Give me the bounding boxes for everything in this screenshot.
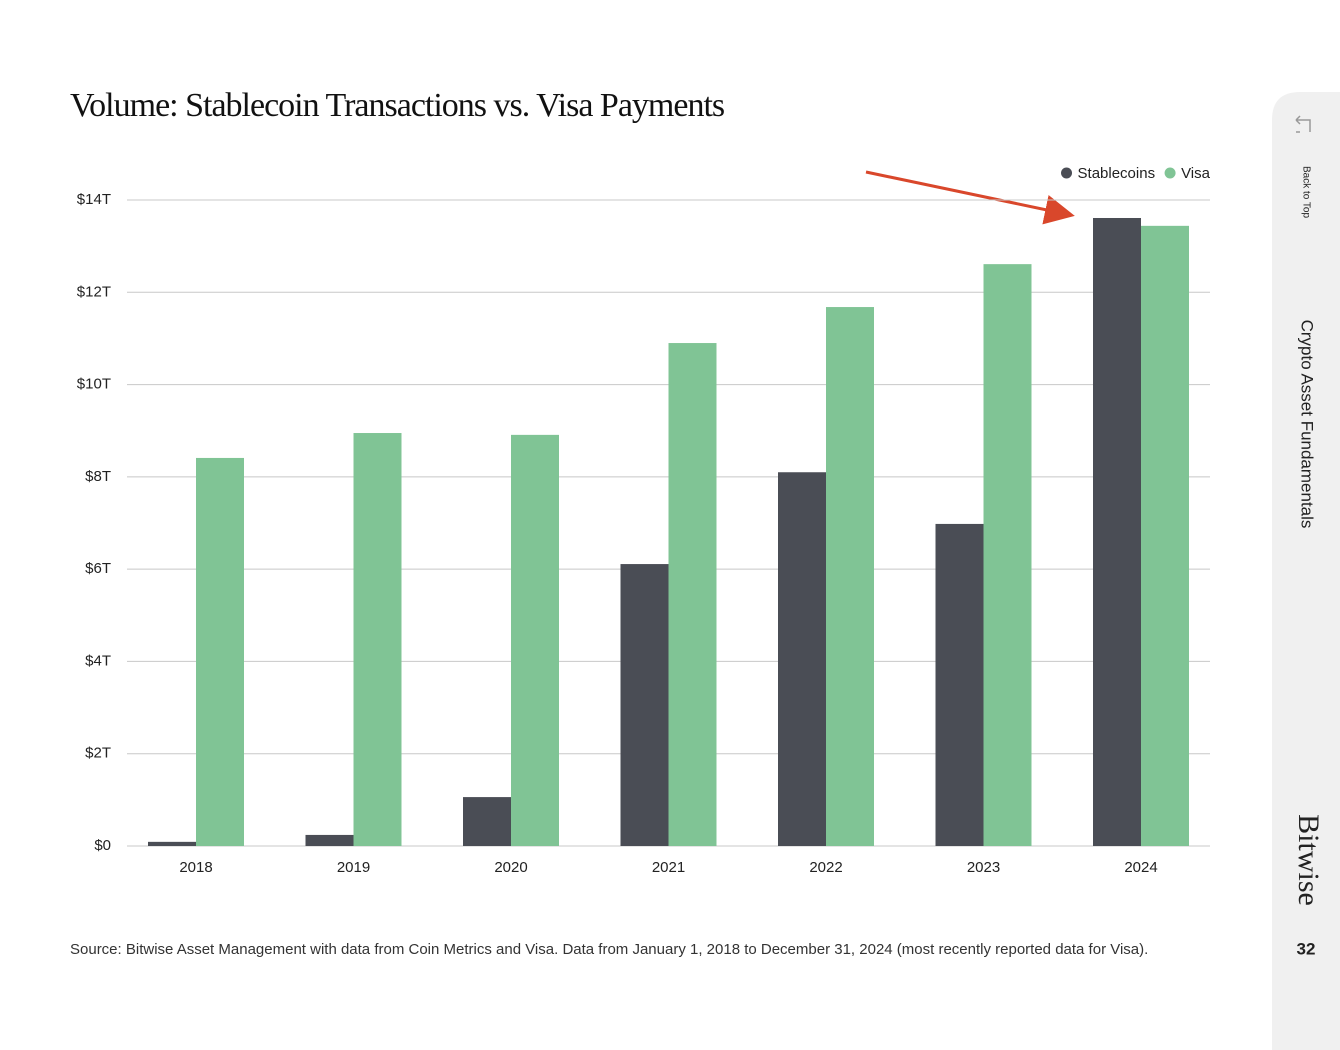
page-number: 32 — [1297, 939, 1316, 958]
y-tick-label: $10T — [77, 376, 111, 393]
legend-label: Stablecoins — [1078, 165, 1156, 182]
x-tick-label: 2024 — [1124, 859, 1157, 876]
bar — [196, 457, 244, 846]
chart-title: Volume: Stablecoin Transactions vs. Visa… — [70, 87, 724, 124]
bar — [511, 434, 559, 846]
brand: Bitwise — [1292, 814, 1325, 906]
legend-swatch — [1061, 167, 1073, 179]
y-tick-label: $12T — [77, 283, 111, 300]
y-tick-label: $0 — [94, 837, 111, 854]
bar — [826, 307, 874, 847]
bar — [935, 523, 984, 846]
x-tick-label: 2023 — [967, 859, 1000, 876]
x-tick-label: 2019 — [337, 859, 370, 876]
x-tick-label: 2020 — [494, 859, 527, 876]
bar — [305, 834, 354, 846]
bar — [353, 433, 402, 846]
bar — [668, 343, 717, 846]
y-tick-label: $6T — [85, 560, 111, 577]
legend-swatch — [1164, 167, 1176, 179]
back-to-top[interactable]: Back to Top — [1300, 166, 1311, 219]
bar — [983, 264, 1032, 847]
annotation-arrow — [865, 170, 1075, 225]
bar — [620, 564, 669, 846]
bar — [148, 841, 196, 846]
bar — [463, 797, 511, 846]
source-note: Source: Bitwise Asset Management with da… — [70, 941, 1148, 958]
x-tick-label: 2022 — [809, 859, 842, 876]
x-tick-label: 2021 — [652, 859, 685, 876]
section-name: Crypto Asset Fundamentals — [1298, 320, 1317, 529]
y-tick-label: $8T — [85, 468, 111, 485]
back-icon[interactable] — [1295, 115, 1311, 133]
y-tick-label: $4T — [85, 652, 111, 669]
plot: $0 $2T $4T $6T $8T $10T $12T $14T 2018 2019 2020 20… — [77, 165, 1211, 876]
bar — [1141, 225, 1189, 847]
legend-label: Visa — [1181, 165, 1211, 182]
bar — [1093, 217, 1141, 846]
y-tick-label: $2T — [85, 745, 111, 762]
sidebar — [1272, 92, 1340, 1050]
y-tick-label: $14T — [77, 191, 111, 208]
x-tick-label: 2018 — [179, 859, 212, 876]
bar — [778, 472, 826, 846]
